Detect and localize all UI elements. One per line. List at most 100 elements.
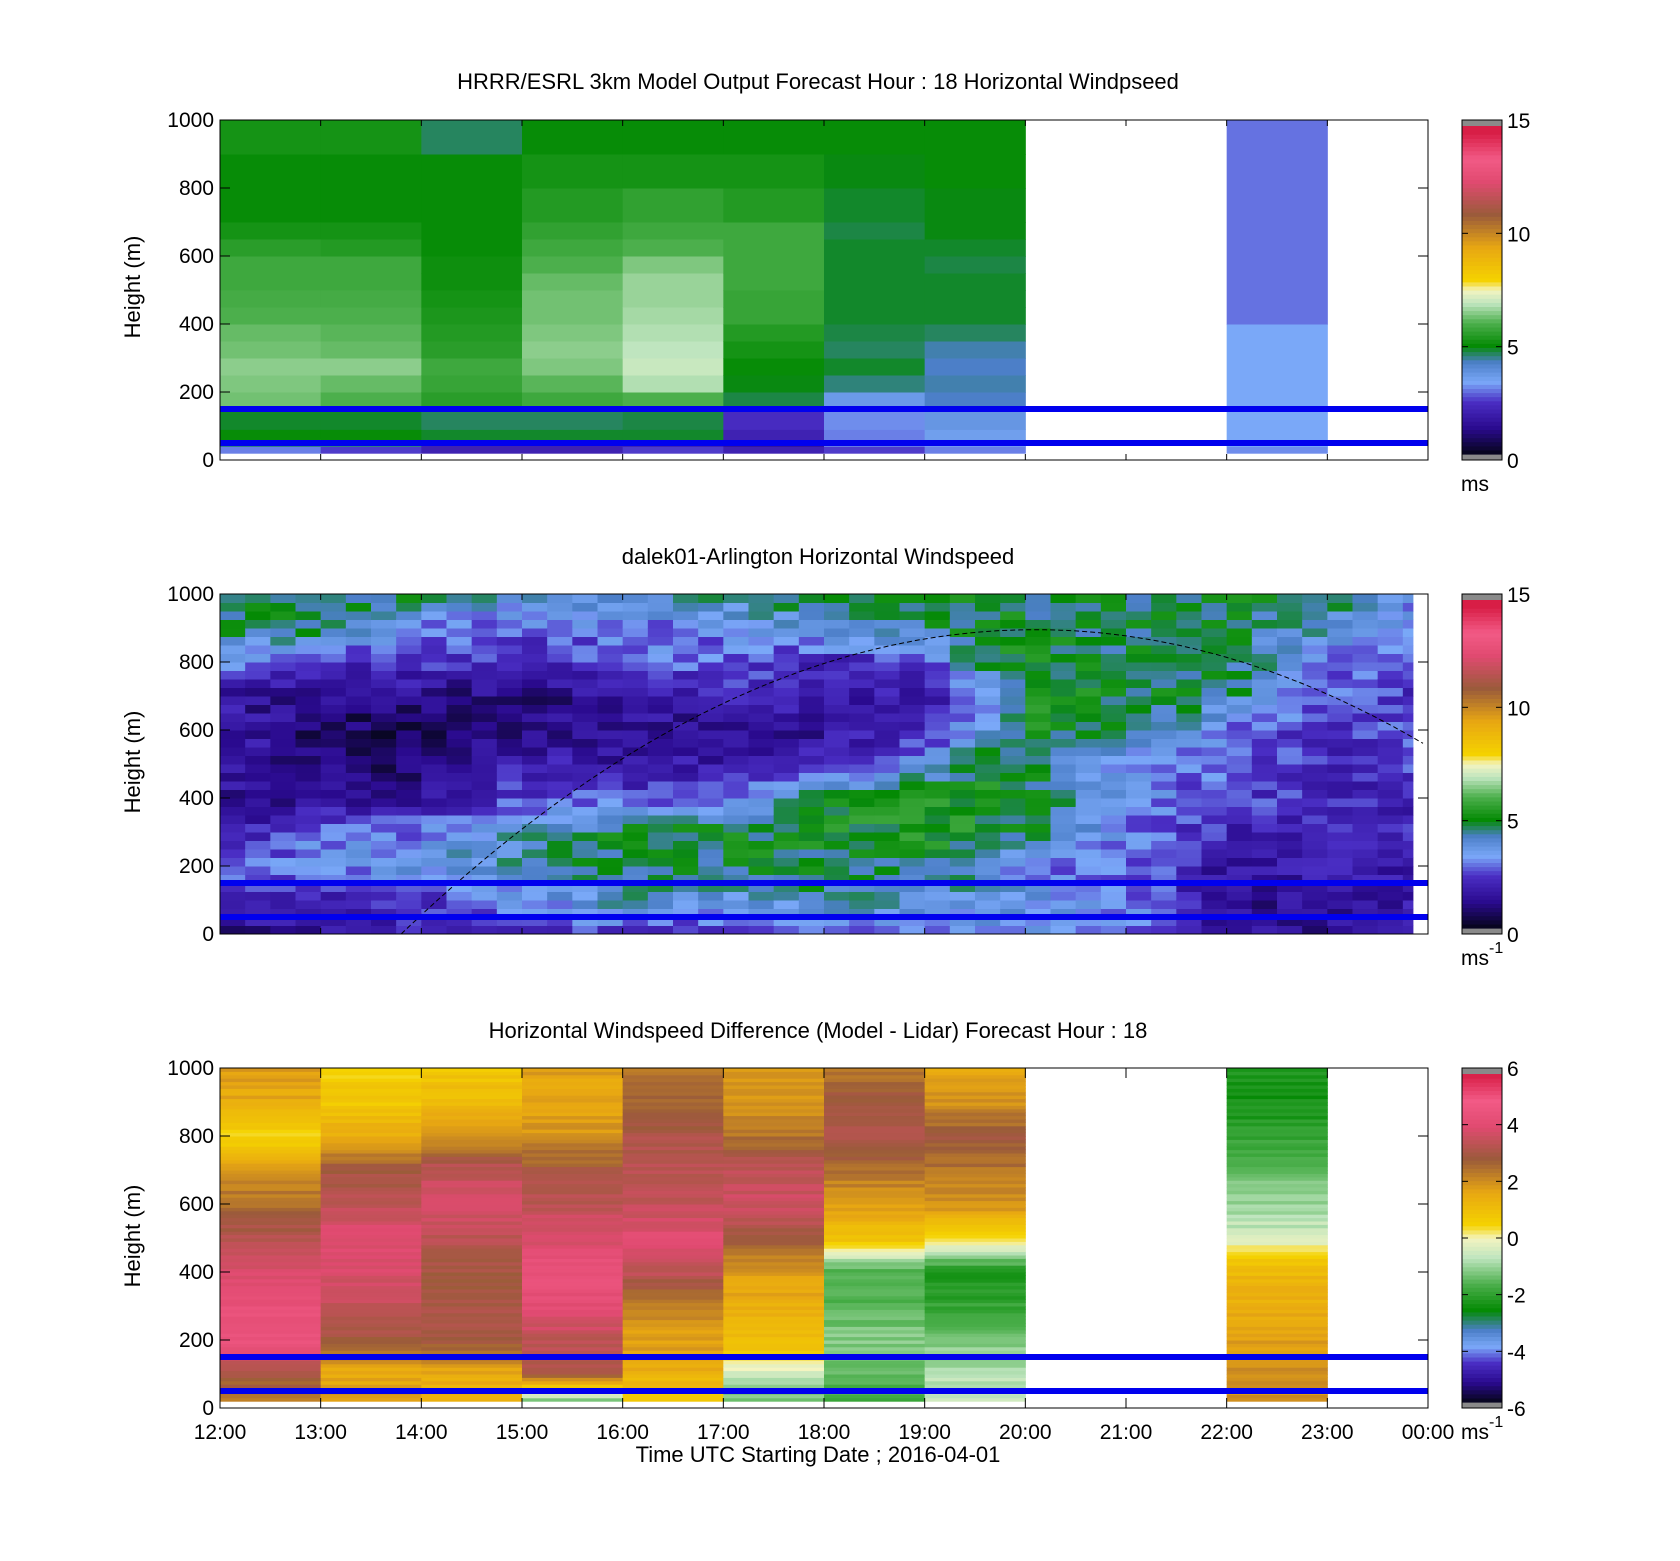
heat-cell: [1377, 857, 1404, 867]
heat-cell: [723, 1380, 825, 1385]
heat-cell: [698, 653, 724, 663]
heat-cell: [1201, 713, 1228, 722]
heat-cell: [924, 1136, 1026, 1140]
heat-cell: [245, 891, 271, 901]
heat-cell: [622, 1214, 724, 1219]
heat-cell: [522, 1248, 624, 1253]
heat-cell: [647, 738, 674, 748]
heat-cell: [1377, 908, 1404, 918]
colorbar-segment: [1462, 923, 1502, 929]
heat-cell: [547, 747, 573, 756]
heat-cell: [723, 1149, 825, 1154]
heat-cell: [421, 1295, 523, 1300]
heat-cell: [396, 764, 422, 773]
heat-cell: [446, 679, 473, 688]
heat-cell: [874, 840, 900, 850]
heat-cell: [949, 891, 976, 901]
heat-cell: [622, 1125, 724, 1130]
heat-cell: [723, 1098, 825, 1103]
heat-cell: [924, 602, 951, 612]
heat-cell: [522, 409, 624, 430]
heat-cell: [924, 1268, 1026, 1273]
heat-cell: [622, 290, 724, 308]
heat-cell: [924, 1248, 1026, 1253]
heat-cell: [723, 1319, 825, 1324]
heat-cell: [345, 619, 372, 629]
colorbar-segment: [1462, 1147, 1502, 1153]
heat-cell: [824, 1176, 926, 1181]
heat-cell: [1226, 636, 1253, 646]
heat-cell: [572, 840, 598, 850]
colorbar-segment: [1462, 1348, 1502, 1354]
heat-cell: [824, 1329, 926, 1334]
heat-cell: [421, 1183, 523, 1188]
heat-cell: [1277, 840, 1303, 850]
heat-cell: [320, 1098, 422, 1103]
heat-cell: [798, 857, 825, 867]
x-tick-label: 13:00: [294, 1421, 347, 1444]
heat-cell: [773, 857, 800, 867]
heat-cell: [773, 611, 800, 620]
heat-cell: [1226, 1282, 1328, 1287]
colorbar-segment: [1462, 1078, 1502, 1083]
heat-cell: [496, 687, 523, 697]
heat-cell: [899, 840, 926, 850]
heat-cell: [1402, 662, 1414, 671]
heat-cell: [1327, 594, 1353, 603]
heat-cell: [522, 1149, 624, 1154]
heat-cell: [597, 883, 624, 892]
heat-cell: [320, 1282, 422, 1287]
colorbar-segment: [1462, 1160, 1502, 1165]
heat-cell: [220, 883, 246, 892]
heat-cell: [1251, 619, 1278, 629]
colorbar-segment: [1462, 1340, 1502, 1346]
heat-cell: [421, 764, 447, 773]
colorbar-segment: [1462, 772, 1502, 777]
heat-cell: [345, 917, 372, 926]
heat-cell: [874, 645, 900, 654]
heat-cell: [698, 798, 724, 807]
heat-cell: [1302, 832, 1328, 841]
heat-cell: [320, 1268, 422, 1273]
heat-cell: [924, 1108, 1026, 1113]
heat-cell: [522, 594, 548, 603]
heat-cell: [220, 1132, 322, 1137]
heat-cell: [471, 781, 498, 790]
colorbar-segment: [1462, 298, 1502, 303]
heat-cell: [1226, 1068, 1328, 1072]
heat-cell: [698, 764, 724, 773]
colorbar-segment: [1462, 1299, 1502, 1305]
heat-cell: [1352, 679, 1379, 688]
heat-cell: [1352, 594, 1379, 603]
heat-cell: [471, 849, 498, 858]
heat-cell: [647, 866, 674, 875]
heat-cell: [320, 1377, 422, 1382]
heat-cell: [1050, 713, 1077, 722]
heat-cell: [1126, 619, 1152, 629]
heat-cell: [723, 358, 825, 376]
colorbar-segment: [1462, 1131, 1502, 1137]
heat-cell: [773, 713, 800, 722]
colorbar-segment: [1462, 294, 1502, 299]
heat-cell: [622, 815, 649, 824]
heat-cell: [220, 1098, 322, 1103]
heat-cell: [220, 256, 322, 274]
heat-cell: [924, 1173, 1026, 1178]
heat-cell: [622, 738, 649, 748]
heat-cell: [673, 662, 699, 671]
heat-cell: [245, 713, 271, 722]
heat-cell: [622, 730, 649, 739]
heat-cell: [773, 747, 800, 756]
heat-cell: [647, 917, 674, 926]
heat-cell: [1327, 908, 1353, 918]
heat-cell: [345, 653, 372, 663]
colorbar-tick-label: 0: [1507, 924, 1519, 947]
heat-cell: [1302, 628, 1328, 637]
heat-cell: [396, 747, 422, 756]
heat-cell: [924, 653, 951, 663]
heat-cell: [1251, 755, 1278, 765]
heat-cell: [446, 645, 473, 654]
heat-cell: [748, 840, 775, 850]
heat-cell: [522, 1119, 624, 1123]
heat-cell: [1327, 883, 1353, 892]
